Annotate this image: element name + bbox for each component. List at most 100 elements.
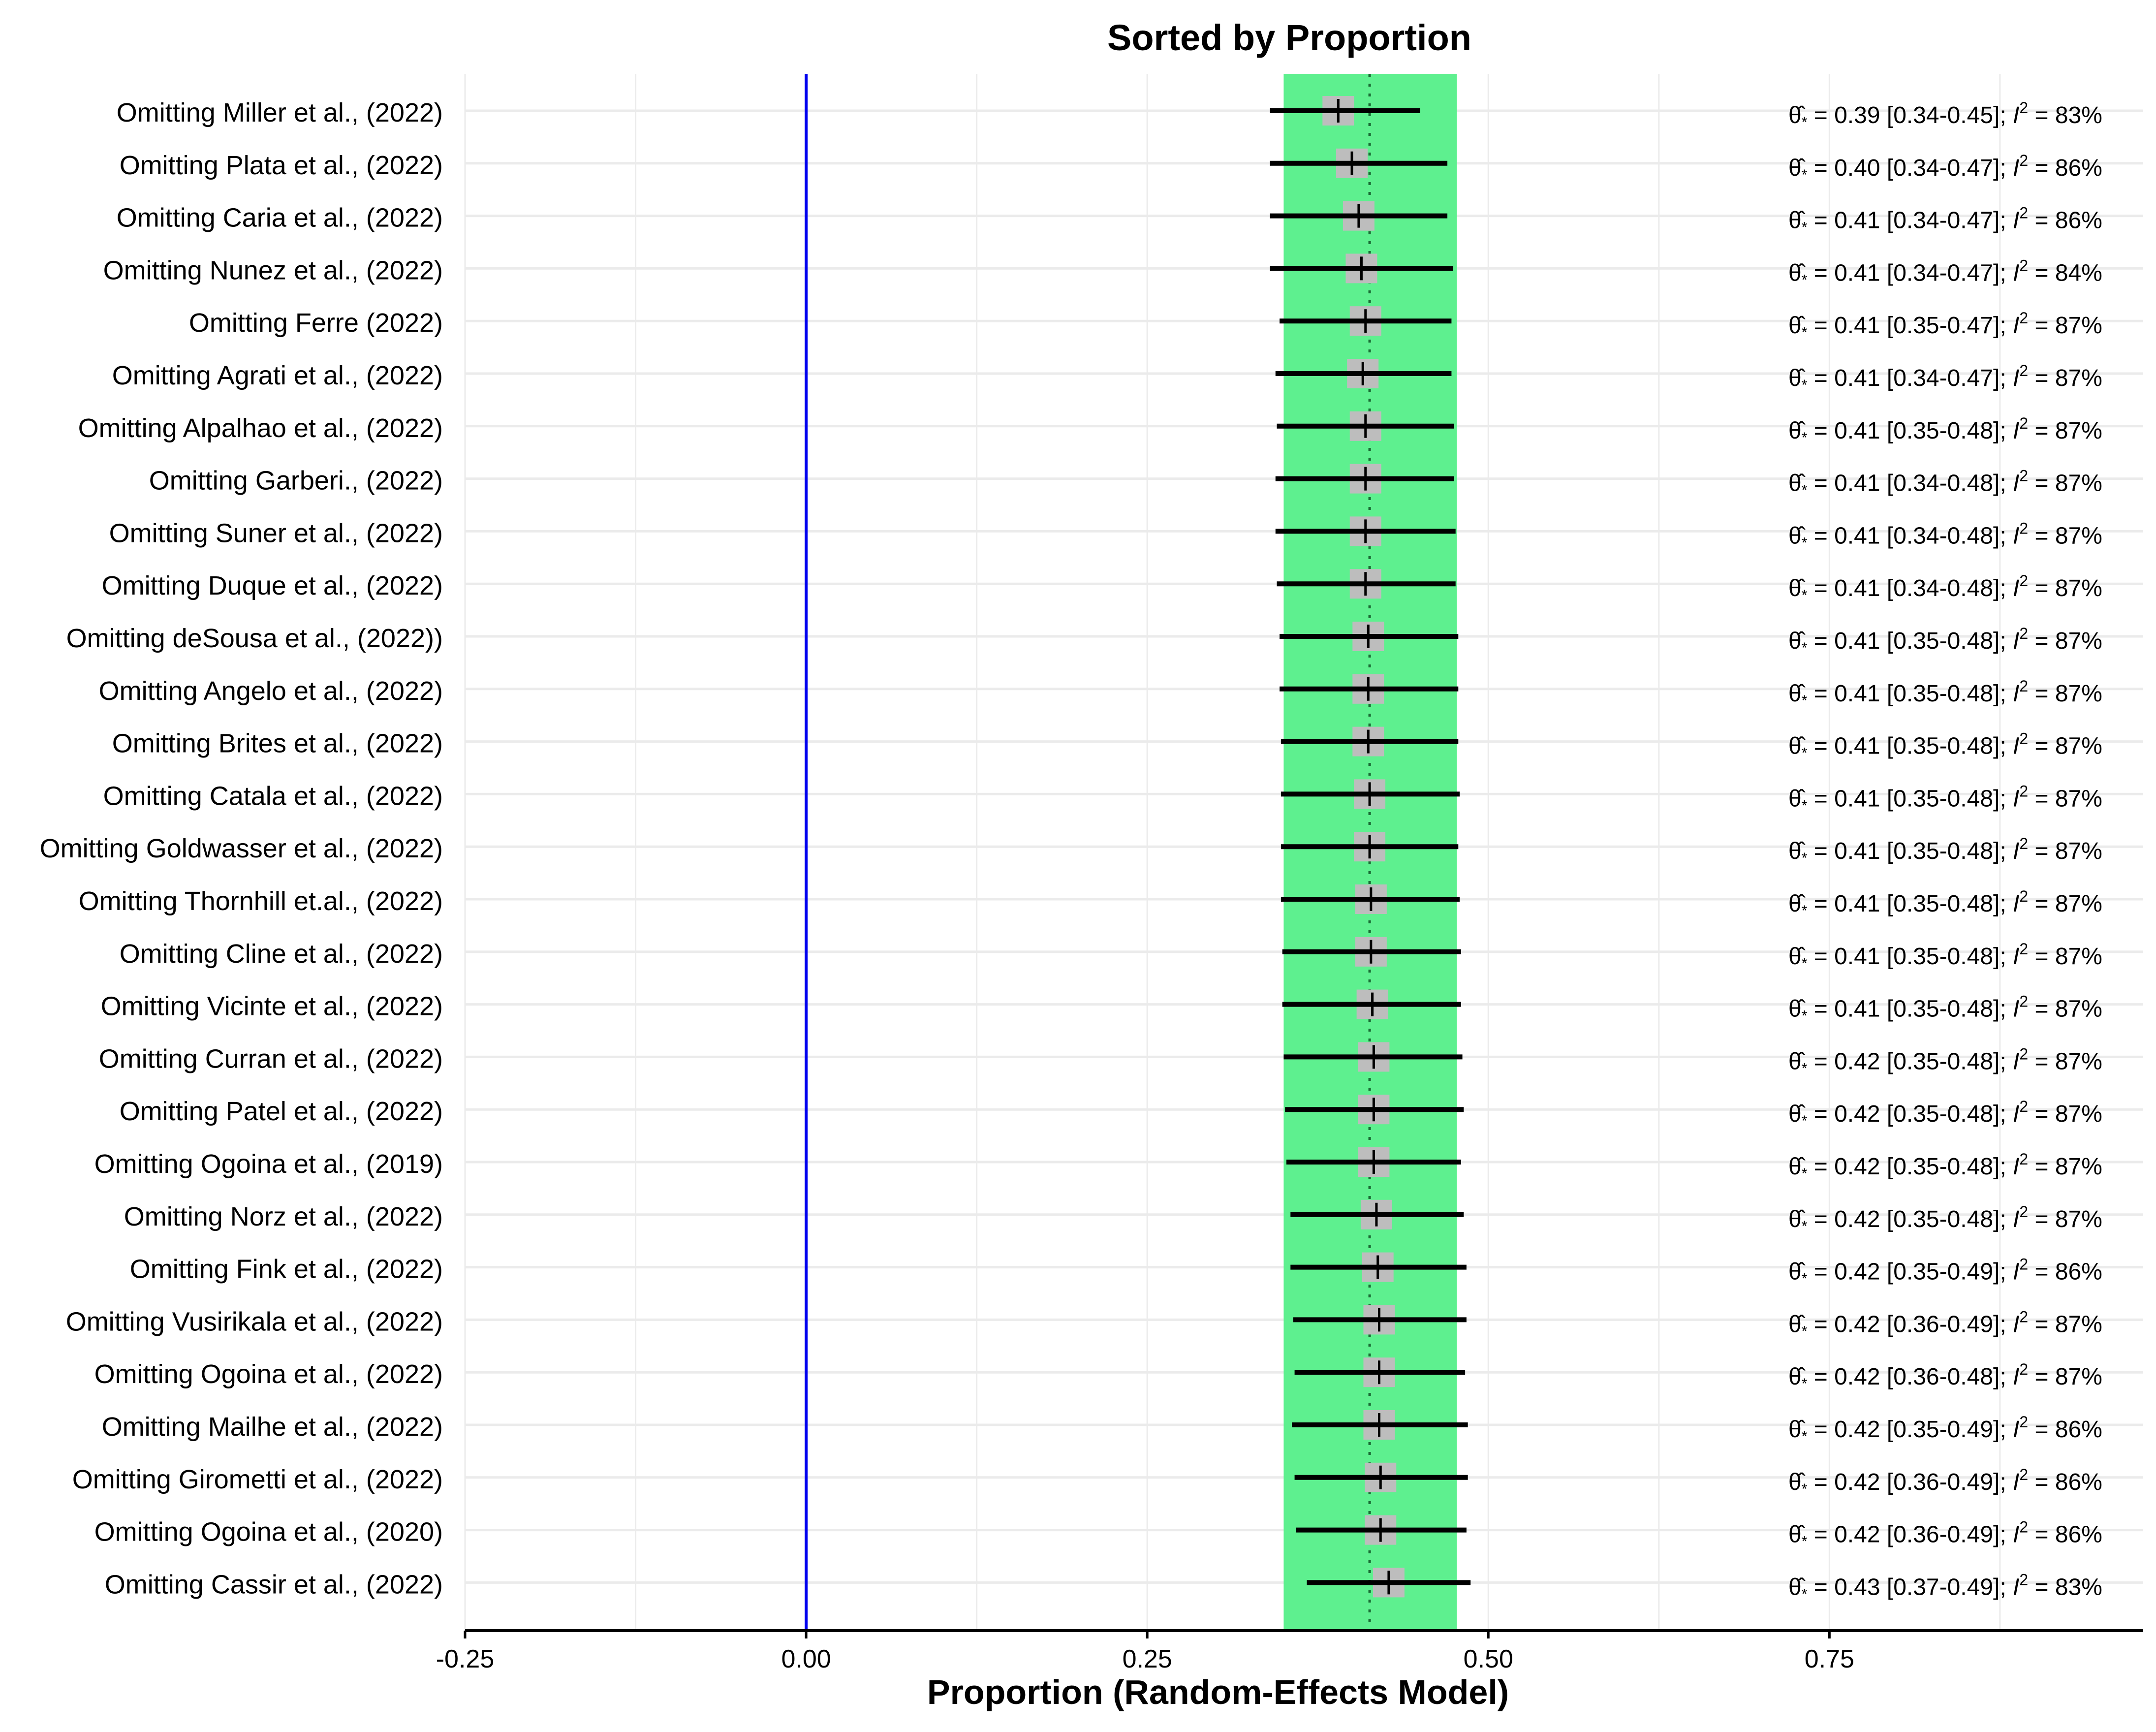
study-label: Omitting Norz et al., (2022)	[124, 1202, 443, 1231]
annotation-estimate: = 0.42 [0.35-0.48];	[1807, 1154, 2013, 1180]
annotation: θ̂* = 0.41 [0.34-0.47]; I2 = 87%	[1788, 362, 2102, 393]
annotation: θ̂* = 0.41 [0.35-0.48]; I2 = 87%	[1788, 730, 2102, 761]
annotation: θ̂* = 0.41 [0.35-0.48]; I2 = 87%	[1788, 940, 2102, 972]
i-squared-superscript: 2	[2019, 1256, 2028, 1273]
annotation: θ̂* = 0.43 [0.37-0.49]; I2 = 83%	[1788, 1571, 2102, 1602]
theta-subscript: *	[1802, 797, 1808, 814]
study-row: Omitting Goldwasser et al., (2022) θ̂* = …	[40, 832, 2102, 866]
i-squared-symbol: I	[2013, 1154, 2019, 1180]
theta-subscript: *	[1802, 1428, 1808, 1445]
study-label: Omitting Ogoina et al., (2022)	[94, 1359, 443, 1389]
annotation: θ̂* = 0.41 [0.34-0.47]; I2 = 84%	[1788, 256, 2102, 288]
i-squared-symbol: I	[2013, 681, 2019, 707]
i-squared-symbol: I	[2013, 733, 2019, 759]
theta-subscript: *	[1802, 1113, 1808, 1129]
x-tick-label: 0.25	[1123, 1645, 1172, 1673]
study-label: Omitting Mailhe et al., (2022)	[102, 1412, 443, 1442]
study-label: Omitting Suner et al., (2022)	[109, 518, 443, 548]
theta-subscript: *	[1802, 272, 1808, 288]
study-row: Omitting Catala et al., (2022) θ̂* = 0.41…	[103, 779, 2102, 814]
i-squared-superscript: 2	[2019, 835, 2028, 852]
study-label: Omitting Cline et al., (2022)	[120, 939, 443, 969]
annotation-i-squared: = 87%	[2028, 1048, 2102, 1074]
annotation: θ̂* = 0.42 [0.35-0.48]; I2 = 87%	[1788, 1150, 2102, 1182]
annotation: θ̂* = 0.42 [0.36-0.49]; I2 = 86%	[1788, 1518, 2102, 1550]
i-squared-symbol: I	[2013, 155, 2019, 181]
annotation-estimate: = 0.41 [0.34-0.47];	[1807, 208, 2013, 234]
annotation-i-squared: = 87%	[2028, 786, 2102, 812]
theta-subscript: *	[1802, 1376, 1808, 1392]
i-squared-superscript: 2	[2019, 1413, 2028, 1431]
annotation-i-squared: = 87%	[2028, 1206, 2102, 1232]
annotation-i-squared: = 83%	[2028, 102, 2102, 128]
annotation: θ̂* = 0.42 [0.35-0.48]; I2 = 87%	[1788, 1045, 2102, 1076]
annotation-i-squared: = 84%	[2028, 260, 2102, 286]
theta-subscript: *	[1802, 955, 1808, 972]
theta-subscript: *	[1802, 324, 1808, 341]
theta-subscript: *	[1802, 535, 1808, 551]
annotation-i-squared: = 87%	[2028, 944, 2102, 970]
theta-subscript: *	[1802, 430, 1808, 446]
theta-subscript: *	[1802, 114, 1808, 130]
annotation-i-squared: = 87%	[2028, 1101, 2102, 1127]
annotation: θ̂* = 0.41 [0.35-0.48]; I2 = 87%	[1788, 993, 2102, 1024]
i-squared-symbol: I	[2013, 1101, 2019, 1127]
annotation-estimate: = 0.41 [0.35-0.48];	[1807, 891, 2013, 917]
study-row: Omitting Mailhe et al., (2022) θ̂* = 0.42…	[102, 1410, 2102, 1445]
i-squared-superscript: 2	[2019, 1045, 2028, 1063]
annotation-estimate: = 0.39 [0.34-0.45];	[1807, 102, 2013, 128]
study-label: Omitting Angelo et al., (2022)	[99, 676, 443, 706]
annotation-i-squared: = 87%	[2028, 471, 2102, 497]
annotation-i-squared: = 87%	[2028, 418, 2102, 444]
theta-subscript: *	[1802, 377, 1808, 393]
annotation: θ̂* = 0.40 [0.34-0.47]; I2 = 86%	[1788, 152, 2102, 183]
study-label: Omitting Cassir et al., (2022)	[105, 1570, 443, 1599]
study-row: Omitting Caria et al., (2022) θ̂* = 0.41 …	[117, 201, 2102, 236]
study-label: Omitting Brites et al., (2022)	[112, 729, 443, 758]
x-axis: -0.25 0.00 0.25 0.50 0.75	[436, 1629, 2143, 1673]
study-row: Omitting Miller et al., (2022) θ̂* = 0.39…	[117, 96, 2102, 130]
annotation-estimate: = 0.42 [0.35-0.48];	[1807, 1048, 2013, 1074]
annotation-estimate: = 0.41 [0.35-0.48];	[1807, 838, 2013, 864]
annotation: θ̂* = 0.41 [0.35-0.48]; I2 = 87%	[1788, 677, 2102, 709]
annotation: θ̂* = 0.42 [0.35-0.48]; I2 = 87%	[1788, 1203, 2102, 1234]
i-squared-symbol: I	[2013, 260, 2019, 286]
study-row: Omitting Plata et al., (2022) θ̂* = 0.40 …	[120, 148, 2102, 183]
i-squared-superscript: 2	[2019, 1203, 2028, 1221]
chart-title: Sorted by Proportion	[1107, 17, 1471, 58]
annotation-estimate: = 0.41 [0.35-0.48];	[1807, 944, 2013, 970]
study-row: Omitting Ferre (2022) θ̂* = 0.41 [0.35-0.…	[189, 306, 2102, 341]
annotation-estimate: = 0.42 [0.36-0.49];	[1807, 1469, 2013, 1495]
i-squared-symbol: I	[2013, 1574, 2019, 1600]
theta-subscript: *	[1802, 1534, 1808, 1550]
annotation: θ̂* = 0.42 [0.35-0.49]; I2 = 86%	[1788, 1413, 2102, 1445]
study-label: Omitting Thornhill et.al., (2022)	[79, 886, 443, 916]
i-squared-superscript: 2	[2019, 993, 2028, 1010]
study-label: Omitting Agrati et al., (2022)	[112, 361, 443, 390]
annotation-i-squared: = 87%	[2028, 575, 2102, 601]
annotation-estimate: = 0.41 [0.34-0.48];	[1807, 523, 2013, 549]
annotation: θ̂* = 0.41 [0.34-0.48]; I2 = 87%	[1788, 572, 2102, 603]
theta-subscript: *	[1802, 1218, 1808, 1234]
annotation: θ̂* = 0.41 [0.35-0.47]; I2 = 87%	[1788, 309, 2102, 341]
annotation-estimate: = 0.41 [0.35-0.48];	[1807, 733, 2013, 759]
annotation-i-squared: = 87%	[2028, 365, 2102, 391]
theta-subscript: *	[1802, 587, 1808, 603]
x-axis-title: Proportion (Random-Effects Model)	[927, 1673, 1509, 1711]
i-squared-symbol: I	[2013, 208, 2019, 234]
study-row: Omitting Cline et al., (2022) θ̂* = 0.41 …	[120, 937, 2102, 972]
x-tick-label: -0.25	[436, 1645, 495, 1673]
study-row: Omitting Norz et al., (2022) θ̂* = 0.42 […	[124, 1199, 2102, 1234]
study-row: Omitting Girometti et al., (2022) θ̂* = 0…	[72, 1462, 2102, 1497]
study-row: Omitting Cassir et al., (2022) θ̂* = 0.43…	[105, 1568, 2102, 1602]
study-rows: Omitting Miller et al., (2022) θ̂* = 0.39…	[40, 96, 2102, 1602]
study-label: Omitting Ogoina et al., (2020)	[94, 1517, 443, 1547]
annotation-estimate: = 0.41 [0.35-0.48];	[1807, 628, 2013, 654]
theta-subscript: *	[1802, 850, 1808, 866]
i-squared-superscript: 2	[2019, 572, 2028, 590]
i-squared-superscript: 2	[2019, 782, 2028, 800]
study-label: Omitting Vusirikala et al., (2022)	[66, 1307, 443, 1336]
i-squared-symbol: I	[2013, 1259, 2019, 1285]
